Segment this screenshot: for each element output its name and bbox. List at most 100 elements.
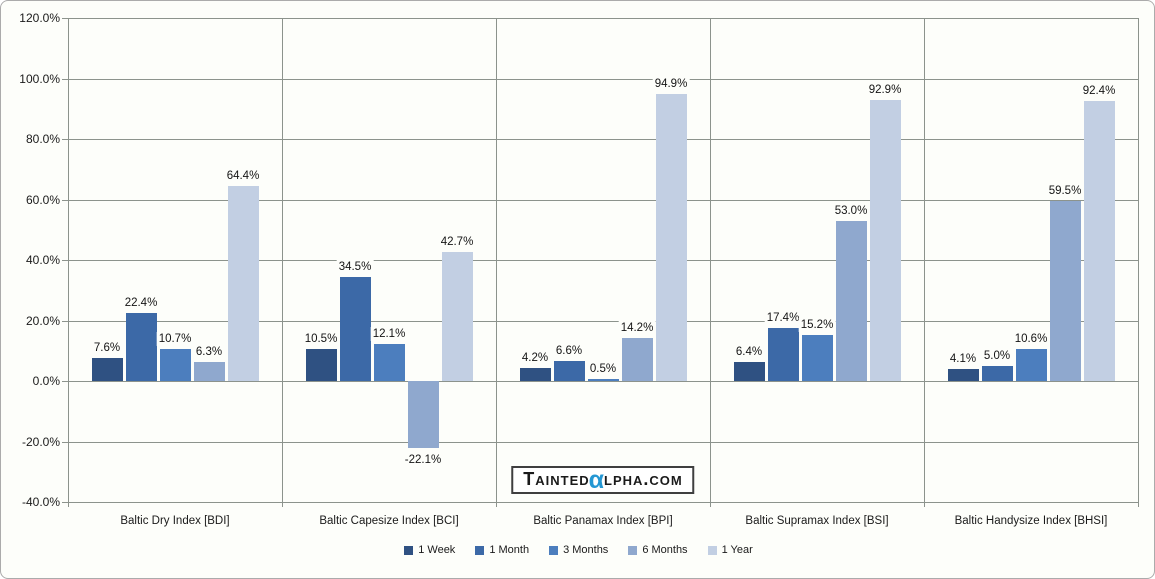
bar-value-label: 92.4% (1080, 84, 1118, 99)
legend-label: 1 Week (418, 544, 456, 556)
category-separator (710, 18, 711, 507)
x-category-label: Baltic Capesize Index [BCI] (319, 515, 459, 527)
bar-1-month (553, 361, 585, 381)
bar-3-months (1015, 348, 1047, 381)
y-axis-tick (62, 139, 68, 140)
bar-1-year (227, 186, 259, 381)
y-axis-tick (62, 502, 68, 503)
bar-6-months (621, 338, 653, 381)
y-tick-label: 20.0% (25, 313, 60, 328)
x-category-label: Baltic Handysize Index [BHSI] (954, 515, 1108, 527)
bar-1-year (1083, 101, 1115, 381)
bar-1-year (655, 93, 687, 381)
gridline-horizontal (68, 381, 1138, 382)
bar-6-months (407, 381, 439, 448)
bar-1-month (339, 276, 371, 381)
bar-1-week (91, 358, 123, 381)
bar-value-label: 4.1% (947, 351, 979, 366)
bar-1-week (519, 368, 551, 381)
gridline-horizontal (68, 139, 1138, 140)
bar-value-label: 17.4% (764, 311, 802, 326)
bar-value-label: 14.2% (618, 321, 656, 336)
y-tick-label: 40.0% (25, 253, 60, 267)
legend-item: 1 Week (404, 544, 455, 556)
bar-3-months (801, 335, 833, 381)
y-tick-label: 100.0% (19, 71, 60, 86)
x-category-label: Baltic Panamax Index [BPI] (533, 515, 673, 527)
bar-6-months (835, 220, 867, 381)
bar-value-label: 7.6% (91, 341, 123, 355)
gridline-horizontal (68, 320, 1138, 322)
bar-value-label: 12.1% (370, 327, 408, 342)
bar-value-label: 10.7% (156, 331, 194, 346)
y-tick-label: 80.0% (25, 132, 60, 146)
y-axis-tick (62, 381, 68, 382)
bar-value-label: 92.9% (866, 82, 904, 97)
bar-value-label: 22.4% (122, 296, 160, 311)
bar-1-year (869, 99, 901, 381)
bar-1-year (441, 251, 473, 381)
y-axis-tick (62, 18, 68, 19)
bar-value-label: 53.0% (832, 203, 870, 218)
bar-value-label: 10.5% (302, 332, 340, 347)
gridline-horizontal (68, 260, 1138, 261)
legend-label: 1 Year (721, 544, 753, 556)
category-separator (68, 18, 69, 507)
y-axis-tick (62, 260, 68, 261)
bar-1-month (981, 365, 1013, 381)
bar-value-label: 94.9% (652, 76, 690, 91)
watermark-text-suffix: lpha.com (604, 469, 683, 489)
category-separator (496, 18, 497, 507)
legend-swatch (707, 545, 717, 555)
bar-1-week (733, 361, 765, 381)
y-tick-label: -40.0% (21, 495, 60, 509)
gridline-horizontal (68, 502, 1138, 503)
y-axis-tick (62, 441, 68, 443)
y-tick-label: 120.0% (19, 11, 60, 25)
gridline-horizontal (68, 441, 1138, 443)
legend-swatch (628, 545, 638, 555)
bar-value-label: 6.6% (553, 344, 585, 359)
bar-3-months (373, 344, 405, 381)
bar-1-week (305, 349, 337, 381)
legend-swatch (404, 545, 414, 555)
bar-value-label: -22.1% (402, 452, 444, 467)
x-category-label: Baltic Supramax Index [BSI] (745, 515, 889, 527)
category-separator (1138, 18, 1139, 507)
bar-value-label: 64.4% (224, 169, 262, 184)
bar-6-months (193, 361, 225, 381)
gridline-horizontal (68, 199, 1138, 201)
legend-label: 1 Month (489, 544, 530, 556)
y-axis-tick (62, 320, 68, 322)
bar-value-label: 34.5% (336, 259, 374, 274)
bar-3-months (587, 379, 619, 381)
gridline-horizontal (68, 78, 1138, 80)
y-tick-label: 60.0% (25, 192, 60, 207)
legend: 1 Week 1 Month 3 Months 6 Months 1 Year (1, 544, 1154, 556)
legend-item: 1 Month (475, 544, 529, 556)
bar-value-label: 4.2% (519, 351, 551, 366)
bar-value-label: 6.3% (193, 344, 225, 359)
category-separator (924, 18, 925, 507)
legend-item: 6 Months (628, 544, 688, 556)
watermark-text-prefix: Tainted (523, 469, 590, 489)
bar-value-label: 15.2% (798, 318, 836, 333)
bar-value-label: 6.4% (733, 344, 765, 359)
legend-swatch (549, 545, 559, 555)
bar-1-month (125, 313, 157, 381)
legend-item: 3 Months (549, 544, 608, 556)
watermark-box: Tainted α lpha.com (511, 465, 695, 494)
watermark-alpha-glyph: α (588, 465, 606, 494)
y-tick-label: 0.0% (32, 374, 60, 388)
bar-value-label: 42.7% (438, 234, 476, 249)
bar-6-months (1049, 201, 1081, 381)
gridline-horizontal (68, 18, 1138, 19)
y-axis-tick (62, 199, 68, 201)
bar-value-label: 0.5% (587, 362, 619, 377)
legend-item: 1 Year (707, 544, 753, 556)
bar-1-week (947, 368, 979, 381)
bar-value-label: 59.5% (1046, 184, 1084, 198)
x-category-label: Baltic Dry Index [BDI] (120, 515, 230, 527)
bar-value-label: 10.6% (1012, 331, 1050, 346)
